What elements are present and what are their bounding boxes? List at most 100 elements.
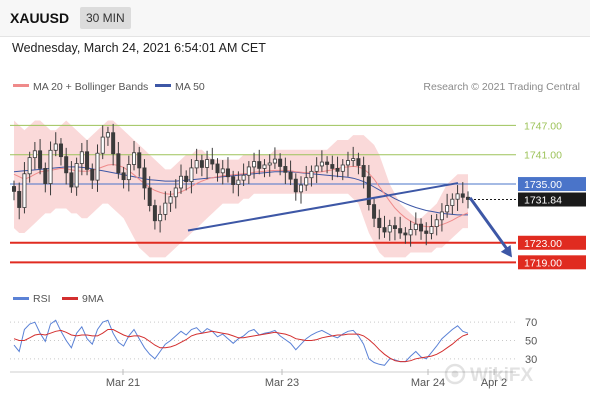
candle-36 <box>199 160 204 168</box>
level-tag-label-3: 1731.84 <box>524 195 562 207</box>
candle-62 <box>335 167 340 172</box>
candle-81 <box>434 219 439 228</box>
candle-43 <box>236 179 241 185</box>
x-tick-label-3: Apr 2 <box>481 377 507 389</box>
candle-79 <box>424 230 429 234</box>
candle-61 <box>330 164 335 169</box>
candle-37 <box>205 159 210 168</box>
candle-45 <box>246 166 251 176</box>
candle-74 <box>398 228 403 234</box>
x-axis: Mar 21 Mar 23 Mar 24 Apr 2 <box>106 369 507 389</box>
candle-22 <box>126 164 131 181</box>
candle-67 <box>361 165 366 178</box>
level-tag-0: 1747.00 <box>524 120 562 132</box>
candle-70 <box>377 217 382 228</box>
candle-16 <box>95 152 100 181</box>
candle-0 <box>11 186 16 192</box>
rsi-ma-line <box>13 329 469 363</box>
candle-80 <box>429 226 434 234</box>
candle-8 <box>53 143 58 151</box>
candle-75 <box>403 232 408 236</box>
level-tag-label-5: 1719.00 <box>524 257 562 269</box>
candle-77 <box>413 223 418 230</box>
candle-21 <box>121 172 126 181</box>
candle-54 <box>293 178 298 193</box>
candle-12 <box>74 163 79 188</box>
candle-17 <box>100 136 105 154</box>
level-tag-2: 1735.00 <box>518 177 586 192</box>
rsi-ma-legend-swatch <box>62 297 78 300</box>
chart-header-bar: XAUUSD 30 MIN <box>0 0 590 37</box>
candle-14 <box>85 151 90 170</box>
candles <box>11 123 470 247</box>
candle-23 <box>132 152 137 165</box>
trendline <box>187 182 459 232</box>
level-tag-label-1: 1741.00 <box>524 150 562 162</box>
level-tag-4: 1723.00 <box>518 235 586 250</box>
wikifx-watermark: WikiFX <box>444 363 533 386</box>
x-tick-label-0: Mar 21 <box>106 377 140 389</box>
rsi-ma-legend-label: 9MA <box>82 293 104 305</box>
candle-46 <box>252 161 257 168</box>
projection-arrowhead <box>500 244 512 258</box>
candle-4 <box>32 150 37 159</box>
candle-20 <box>116 153 121 174</box>
candle-72 <box>387 225 392 233</box>
candle-78 <box>419 223 424 232</box>
x-tick-label-1: Mar 23 <box>265 377 299 389</box>
candle-69 <box>372 204 377 219</box>
candle-11 <box>69 172 74 188</box>
projection-arrow <box>468 196 512 258</box>
ma50-legend-swatch <box>155 84 171 87</box>
rsi-tick-1: 50 <box>525 336 537 348</box>
candle-52 <box>283 166 288 173</box>
candle-29 <box>163 202 168 215</box>
candle-30 <box>168 196 173 204</box>
candle-31 <box>173 187 178 198</box>
candle-15 <box>90 168 95 181</box>
projection-shaft <box>468 196 510 252</box>
level-tags: 1747.00 1741.00 1735.00 1731.84 1723.00 1719.… <box>518 120 586 270</box>
candle-50 <box>272 158 277 164</box>
candle-55 <box>299 184 304 193</box>
candle-85 <box>455 193 460 200</box>
candle-64 <box>345 160 350 166</box>
candle-65 <box>351 158 356 161</box>
candle-10 <box>64 156 69 174</box>
candle-18 <box>105 132 110 138</box>
level-tag-1: 1741.00 <box>524 150 562 162</box>
candle-33 <box>184 175 189 183</box>
candle-56 <box>304 177 309 186</box>
candle-25 <box>142 167 147 189</box>
candle-40 <box>220 168 225 174</box>
candle-1 <box>17 190 22 208</box>
rsi-legend-swatch <box>13 297 29 300</box>
bollinger-legend-label: MA 20 + Bollinger Bands <box>33 81 148 93</box>
candle-7 <box>48 149 53 184</box>
candle-38 <box>210 159 215 165</box>
candle-68 <box>366 176 371 206</box>
level-tag-label-4: 1723.00 <box>524 238 562 250</box>
candle-84 <box>450 198 455 206</box>
ma20-line <box>13 163 469 228</box>
candle-3 <box>27 157 32 175</box>
candle-76 <box>408 229 413 236</box>
candle-66 <box>356 158 361 166</box>
candle-28 <box>158 213 163 222</box>
x-tick-label-2: Mar 24 <box>411 377 445 389</box>
rsi-tick-0: 70 <box>525 317 537 329</box>
rsi-grid: 70 50 30 <box>10 317 537 366</box>
candle-2 <box>22 173 27 208</box>
level-lines <box>10 124 516 264</box>
timeframe-button[interactable]: 30 MIN <box>80 7 131 29</box>
candle-82 <box>439 211 444 221</box>
symbol-label: XAUUSD <box>10 10 70 26</box>
candle-5 <box>38 150 43 169</box>
candle-48 <box>262 164 267 169</box>
candle-86 <box>460 193 465 198</box>
candle-57 <box>309 170 314 179</box>
candle-27 <box>152 205 157 222</box>
candle-24 <box>137 152 142 169</box>
candle-73 <box>392 225 397 229</box>
